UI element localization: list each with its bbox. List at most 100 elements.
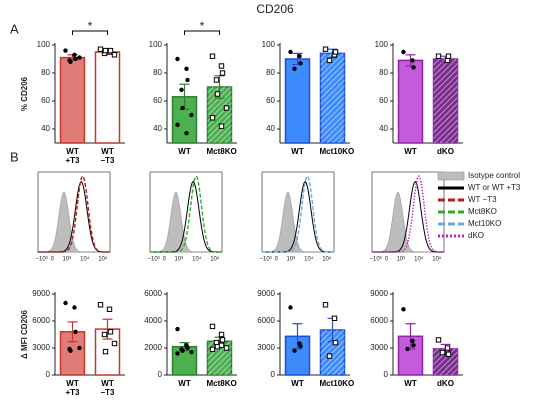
data-point xyxy=(101,331,108,338)
isotype-curve xyxy=(150,191,222,253)
y-tick-label: 4000 xyxy=(144,316,162,325)
x-tick-label: Mct8KO xyxy=(206,147,237,156)
x-tick-label: WT xyxy=(178,379,191,388)
legend-label: Mct10KO xyxy=(468,219,501,228)
data-point xyxy=(292,348,297,353)
histogram-frame xyxy=(371,171,445,253)
y-tick-label: 0 xyxy=(384,370,389,379)
bar xyxy=(59,56,86,144)
isotype-curve xyxy=(38,191,110,253)
flow-x-tick-label: 10⁵ xyxy=(432,256,442,263)
flow-x-tick-label: 10³ xyxy=(286,257,295,263)
y-tick-label: 80 xyxy=(153,68,162,77)
data-point xyxy=(435,53,442,59)
x-tick-label: dKO xyxy=(437,147,454,156)
data-point xyxy=(411,65,416,70)
significance-label: * xyxy=(88,19,93,33)
data-point xyxy=(298,61,303,66)
y-tick-label: 80 xyxy=(266,68,275,77)
data-point xyxy=(72,52,77,57)
y-tick-label: 3000 xyxy=(370,343,388,352)
x-tick-label: WT xyxy=(291,379,304,388)
data-point xyxy=(77,55,82,60)
wt-curve xyxy=(262,180,334,253)
data-point xyxy=(77,345,82,351)
y-tick-label: 0 xyxy=(46,370,51,379)
ko-curve xyxy=(38,174,110,253)
significance-bracket xyxy=(72,30,108,35)
data-point xyxy=(209,323,216,330)
data-point xyxy=(292,66,297,72)
legend-label: WT or WT +T3 xyxy=(468,183,521,192)
flow-x-tick-label: −10³ xyxy=(148,257,160,263)
flow-x-tick-label: 0 xyxy=(385,257,389,263)
y-tick-label: 6000 xyxy=(257,316,275,325)
significance-bracket xyxy=(184,30,220,35)
data-point xyxy=(189,112,194,118)
data-point xyxy=(297,54,302,59)
data-point xyxy=(209,346,216,353)
ko-curve xyxy=(262,174,334,253)
data-point xyxy=(180,348,185,353)
x-tick-label: WT xyxy=(178,147,191,156)
y-axis-label: % CD206 xyxy=(20,76,29,111)
data-point xyxy=(189,349,194,355)
legend-label: Mct8KO xyxy=(468,207,497,216)
legend-swatch xyxy=(437,171,465,181)
x-tick-label: WT xyxy=(404,379,417,388)
flow-x-tick-label: 0 xyxy=(275,257,279,263)
bar-hatch xyxy=(433,59,458,143)
data-point xyxy=(73,56,78,62)
flow-x-tick-label: 0 xyxy=(51,257,55,263)
y-tick-label: 6000 xyxy=(32,316,50,325)
y-axis-label: Δ MFI CD206 xyxy=(20,310,29,359)
y-tick-label: 80 xyxy=(379,68,388,77)
data-point xyxy=(175,56,180,62)
y-tick-label: 6000 xyxy=(370,316,388,325)
x-tick-label: dKO xyxy=(437,379,454,388)
data-point xyxy=(219,337,226,343)
data-point xyxy=(107,47,114,54)
data-point xyxy=(439,349,446,356)
data-point xyxy=(218,342,225,349)
legend-label: dKO xyxy=(468,231,484,240)
data-point xyxy=(184,66,189,72)
flow-x-tick-label: 0 xyxy=(163,257,167,263)
bar xyxy=(94,51,121,144)
data-point xyxy=(213,77,220,83)
flow-x-tick-label: 10⁴ xyxy=(80,256,90,263)
data-point xyxy=(218,123,225,129)
y-tick-label: 100 xyxy=(149,40,163,49)
data-point xyxy=(326,353,333,359)
y-tick-label: 40 xyxy=(266,124,275,133)
x-tick-label: WT +T3 xyxy=(65,147,80,165)
data-point xyxy=(111,52,118,58)
data-point xyxy=(322,46,329,52)
data-point xyxy=(175,351,180,356)
y-tick-label: 60 xyxy=(379,96,388,105)
y-tick-label: 6000 xyxy=(144,289,162,298)
data-point xyxy=(214,91,221,97)
ko-curve xyxy=(150,175,222,253)
y-tick-label: 100 xyxy=(375,40,389,49)
y-tick-label: 0 xyxy=(271,370,276,379)
data-point xyxy=(410,338,415,343)
flow-x-tick-label: −10³ xyxy=(370,257,382,263)
bar-hatch xyxy=(320,53,345,143)
data-point xyxy=(410,58,415,63)
data-point xyxy=(322,302,329,308)
flow-x-tick-label: −10³ xyxy=(260,257,272,263)
flow-x-tick-label: 10³ xyxy=(396,257,405,263)
flow-x-tick-label: 10³ xyxy=(62,257,71,263)
x-tick-label: Mct10KO xyxy=(319,147,355,156)
y-tick-label: 40 xyxy=(153,124,162,133)
flow-x-tick-label: −10³ xyxy=(36,257,48,263)
bar xyxy=(397,59,424,144)
data-point xyxy=(219,70,226,76)
x-tick-label: Mct10KO xyxy=(319,379,355,388)
data-point xyxy=(72,305,77,310)
y-tick-label: 2000 xyxy=(144,343,162,352)
y-tick-label: 60 xyxy=(41,96,50,105)
x-tick-label: WT xyxy=(291,147,304,156)
